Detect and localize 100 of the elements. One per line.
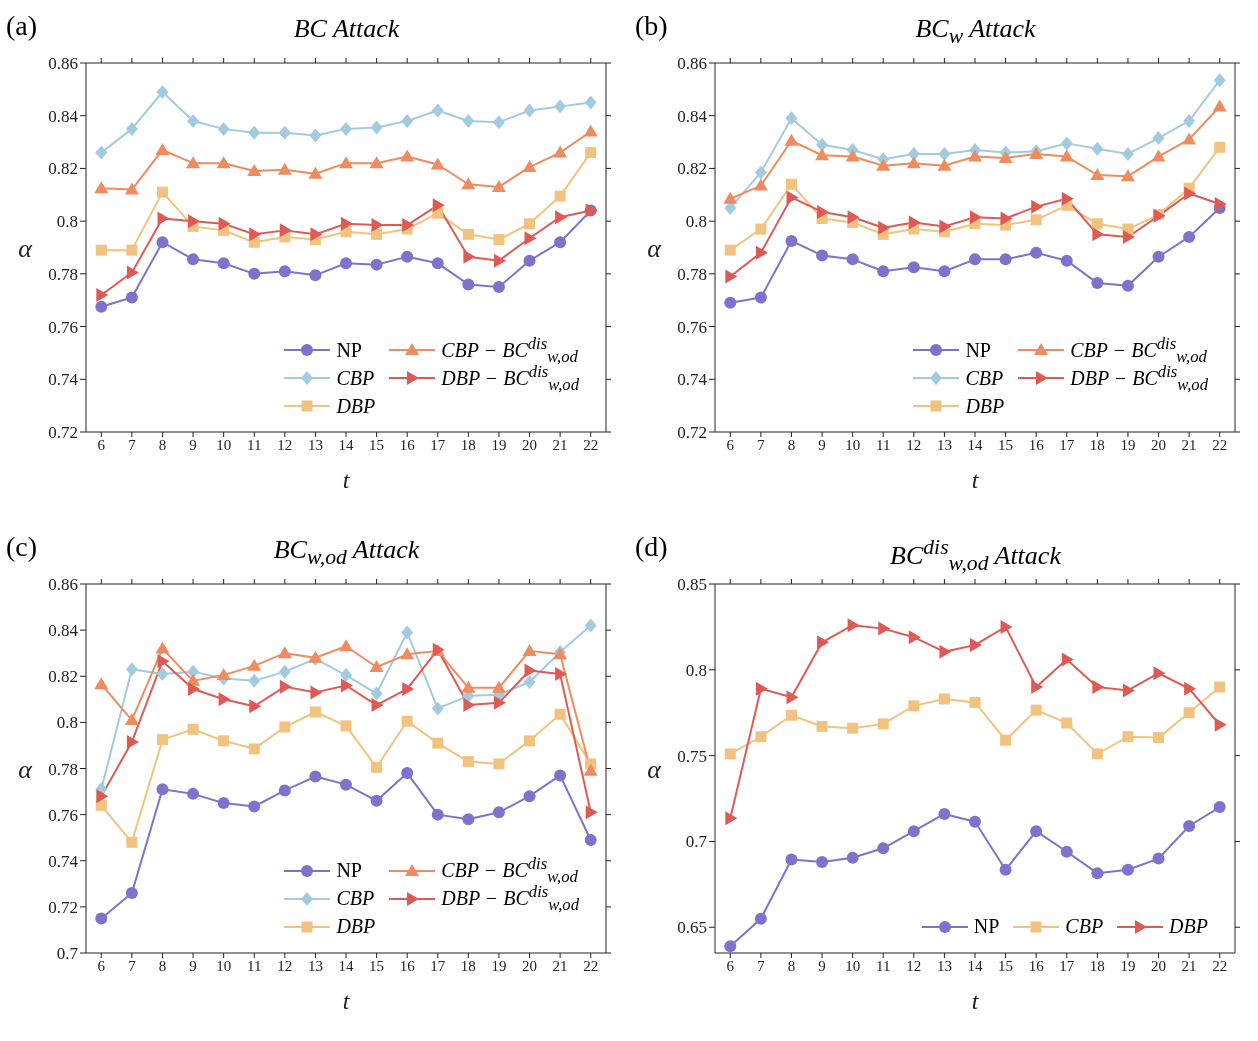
legend-label: DBP <box>1169 915 1208 938</box>
point <box>124 182 139 195</box>
point <box>310 227 323 242</box>
y-tick-label: 0.86 <box>677 54 707 74</box>
x-tick-label: 15 <box>369 957 385 974</box>
point <box>369 659 384 672</box>
point <box>369 156 384 169</box>
y-tick-label: 0.84 <box>48 620 79 640</box>
x-tick-label: 17 <box>1059 436 1075 453</box>
y-axis-title: α <box>647 754 663 784</box>
y-tick-label: 0.86 <box>48 54 78 74</box>
point <box>463 249 476 264</box>
point <box>1061 652 1074 667</box>
point <box>218 216 231 231</box>
point <box>493 234 505 246</box>
x-tick-label: 10 <box>845 436 861 453</box>
point <box>816 249 829 262</box>
point <box>278 125 291 140</box>
point <box>785 178 797 190</box>
point <box>431 808 444 821</box>
text: (d) <box>635 530 668 563</box>
point <box>1030 824 1043 837</box>
x-tick-label: 8 <box>787 436 796 453</box>
point <box>462 278 475 291</box>
point <box>218 734 230 746</box>
point <box>1000 211 1013 226</box>
point <box>724 244 736 256</box>
x-tick-label: 16 <box>1028 957 1045 974</box>
point <box>491 179 506 192</box>
y-tick-label: 0.8 <box>685 212 707 232</box>
x-tick-label: 7 <box>757 436 766 453</box>
x-tick-label: 6 <box>726 957 735 974</box>
point <box>308 166 323 179</box>
point <box>847 722 859 734</box>
point <box>432 737 444 749</box>
x-tick-label: 18 <box>1089 957 1105 974</box>
point <box>94 676 109 689</box>
x-tick-label: 13 <box>936 436 952 453</box>
point <box>1091 141 1104 156</box>
x-tick-label: 9 <box>818 957 826 974</box>
point <box>1060 254 1073 267</box>
point <box>523 103 536 118</box>
point <box>907 146 920 161</box>
point <box>970 637 982 652</box>
point <box>877 841 890 854</box>
y-tick-label: 0.74 <box>677 370 708 390</box>
point <box>493 695 506 710</box>
point <box>340 719 352 731</box>
text: (b) <box>635 10 668 42</box>
point <box>249 227 262 242</box>
point <box>279 679 292 694</box>
y-tick-label: 0.7 <box>685 831 708 851</box>
point <box>1091 218 1103 230</box>
point <box>524 218 536 230</box>
point <box>522 160 537 173</box>
x-tick-label: 16 <box>399 436 416 453</box>
point <box>187 253 200 266</box>
legend-label: NP <box>973 915 1000 938</box>
point <box>785 709 797 721</box>
x-tick-label: 7 <box>128 436 137 453</box>
x-axis-title: t <box>342 987 351 1014</box>
point <box>1152 852 1165 865</box>
y-tick-label: 0.82 <box>677 159 707 179</box>
point <box>554 99 567 114</box>
point <box>96 287 109 302</box>
point <box>755 730 767 742</box>
point <box>523 674 536 689</box>
point <box>279 720 291 732</box>
point <box>187 664 200 679</box>
point <box>216 156 231 169</box>
x-tick-label: 7 <box>128 957 137 974</box>
point <box>156 186 168 198</box>
point <box>187 787 200 800</box>
point <box>1183 706 1195 718</box>
point <box>1182 132 1197 145</box>
x-tick-label: 10 <box>216 436 232 453</box>
x-tick-label: 9 <box>189 436 197 453</box>
x-tick-label: 13 <box>307 957 323 974</box>
point <box>461 177 476 190</box>
point <box>908 629 921 644</box>
point <box>125 661 138 676</box>
y-tick-label: 0.82 <box>48 159 78 179</box>
point <box>340 121 352 136</box>
point <box>555 210 568 225</box>
point <box>493 253 506 268</box>
point <box>340 257 352 270</box>
point <box>217 121 230 136</box>
point <box>1092 227 1105 242</box>
x-tick-label: 22 <box>1212 957 1228 974</box>
point <box>1122 682 1135 697</box>
x-tick-label: 13 <box>307 436 323 453</box>
x-tick-label: 10 <box>845 957 861 974</box>
point <box>401 766 414 779</box>
point <box>846 851 859 864</box>
point <box>583 763 598 776</box>
point <box>878 220 891 235</box>
point <box>187 113 200 128</box>
point <box>340 667 352 682</box>
point <box>462 228 474 240</box>
point <box>1121 863 1134 876</box>
